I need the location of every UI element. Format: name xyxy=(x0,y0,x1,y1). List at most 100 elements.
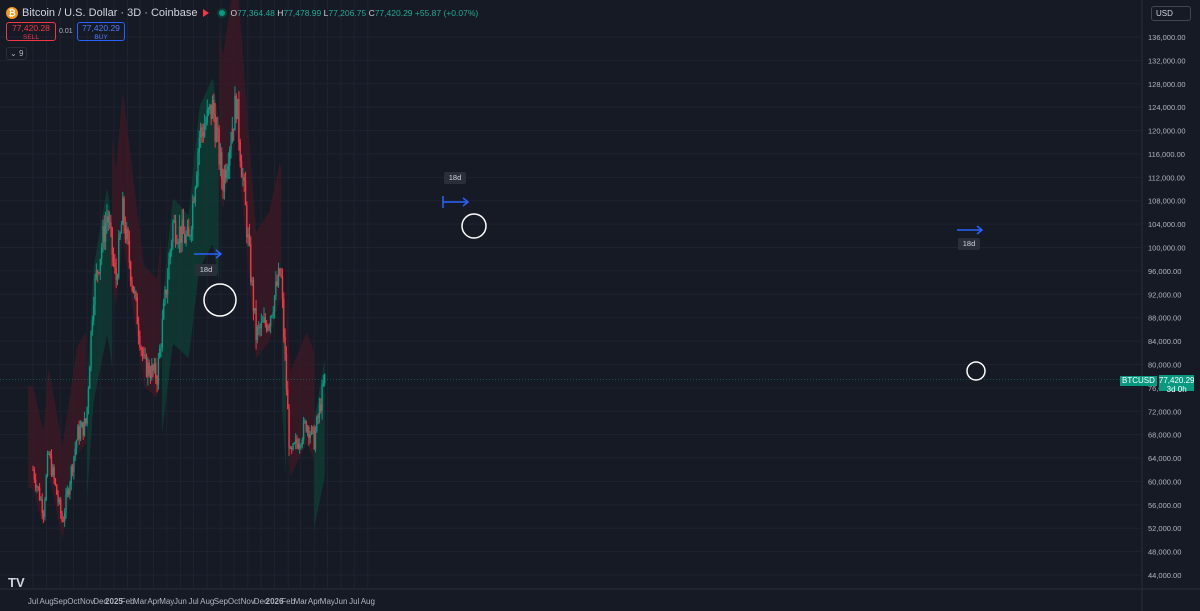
candle-body xyxy=(139,335,141,348)
sell-button[interactable]: 77,420.28 SELL xyxy=(6,22,56,41)
candle-body xyxy=(223,169,226,192)
buy-button[interactable]: 77,420.29 BUY xyxy=(77,22,125,41)
candle-body xyxy=(172,222,174,243)
candle-body xyxy=(147,362,149,377)
x-tick-label: Jul xyxy=(188,597,198,606)
candle-body xyxy=(157,357,160,385)
candle-body xyxy=(261,321,264,323)
candle-body xyxy=(103,225,105,242)
candle-body xyxy=(33,469,36,480)
indicators-toggle[interactable]: ⌄ 9 xyxy=(6,47,28,60)
candle-body xyxy=(272,312,274,316)
duration-label[interactable]: 18d xyxy=(958,238,980,250)
candle-body xyxy=(289,448,292,450)
arrow-icon xyxy=(976,225,984,235)
candle-body xyxy=(174,220,177,243)
marker-circle xyxy=(461,213,487,239)
trend-band xyxy=(28,332,87,540)
duration-label[interactable]: 18d xyxy=(444,172,466,184)
x-tick-label: Feb xyxy=(121,597,135,606)
y-tick-label: 44,000.00 xyxy=(1148,571,1181,580)
candle-body xyxy=(185,234,187,243)
candle-body xyxy=(108,222,111,224)
candle-body xyxy=(194,187,197,203)
candle-body xyxy=(238,99,240,143)
candle-body xyxy=(310,426,313,435)
candle-body xyxy=(176,242,178,244)
candle-body xyxy=(89,367,91,389)
candle-body xyxy=(49,453,51,456)
candle-body xyxy=(143,355,145,357)
candle-body xyxy=(252,280,255,311)
symbol-header: ₿ Bitcoin / U.S. Dollar · 3D · Coinbase … xyxy=(6,5,478,21)
x-tick-label: Mar xyxy=(294,597,308,606)
candle-body xyxy=(128,240,131,263)
candle-body xyxy=(132,285,135,294)
candle-body xyxy=(46,453,49,476)
y-tick-label: 104,000.00 xyxy=(1148,220,1186,229)
candle-body xyxy=(230,142,232,150)
candle-body xyxy=(298,444,301,449)
y-tick-label: 48,000.00 xyxy=(1148,548,1181,557)
candle-body xyxy=(90,331,92,368)
candle-body xyxy=(145,355,148,377)
candle-body xyxy=(181,219,183,243)
currency-select[interactable]: USD xyxy=(1151,6,1191,21)
candle-body xyxy=(91,320,94,332)
candle-body xyxy=(177,242,179,244)
candle-body xyxy=(211,99,214,119)
y-tick-label: 88,000.00 xyxy=(1148,314,1181,323)
symbol-title[interactable]: Bitcoin / U.S. Dollar · 3D · Coinbase xyxy=(22,7,198,19)
candle-body xyxy=(251,280,253,282)
candle-body xyxy=(37,486,39,488)
candle-body xyxy=(214,114,216,142)
ohlc-values: O77,364.48 H77,478.99 L77,206.75 C77,420… xyxy=(230,8,479,18)
candle-body xyxy=(277,268,280,286)
candle-body xyxy=(314,431,317,449)
candle-body xyxy=(312,426,314,429)
candle-body xyxy=(205,122,207,127)
trend-band xyxy=(282,273,286,475)
candle-body xyxy=(184,233,186,243)
candle-body xyxy=(140,347,142,350)
bitcoin-icon: ₿ xyxy=(6,7,18,19)
candle-body xyxy=(246,205,248,238)
candle-body xyxy=(228,149,231,166)
x-tick-label: Feb xyxy=(281,597,295,606)
candle-body xyxy=(275,281,277,296)
candle-body xyxy=(148,362,150,375)
candle-body xyxy=(102,225,104,248)
marker-circle xyxy=(203,283,237,317)
y-tick-label: 52,000.00 xyxy=(1148,524,1181,533)
candle-body xyxy=(78,426,80,440)
candle-body xyxy=(116,277,119,280)
candle-body xyxy=(161,319,164,348)
candle-body xyxy=(240,161,243,178)
candle-body xyxy=(322,383,325,386)
candle-body xyxy=(32,469,34,471)
candle-body xyxy=(137,324,140,336)
duration-label[interactable]: 18d xyxy=(195,264,217,276)
price-tag-value: 77,420.29 3d 0h xyxy=(1158,375,1195,394)
candle-body xyxy=(317,416,319,418)
candle-body xyxy=(34,479,37,488)
candle-body xyxy=(283,298,285,337)
candle-body xyxy=(119,233,121,238)
last-price-tag: BTCUSD 77,420.29 3d 0h xyxy=(1120,375,1195,394)
candle-body xyxy=(50,455,53,476)
candle-body xyxy=(192,201,194,230)
candle-body xyxy=(239,142,241,162)
candle-body xyxy=(188,226,190,237)
candle-body xyxy=(279,268,281,275)
candle-body xyxy=(54,478,57,485)
candle-body xyxy=(67,489,70,495)
candle-body xyxy=(74,448,76,457)
candle-body xyxy=(263,317,265,322)
candle-body xyxy=(73,456,75,473)
tradingview-logo[interactable]: TV xyxy=(8,575,25,590)
x-tick-label: Jul xyxy=(349,597,359,606)
candle-body xyxy=(218,129,220,165)
candle-body xyxy=(236,99,239,119)
flag-icon[interactable] xyxy=(203,9,210,17)
